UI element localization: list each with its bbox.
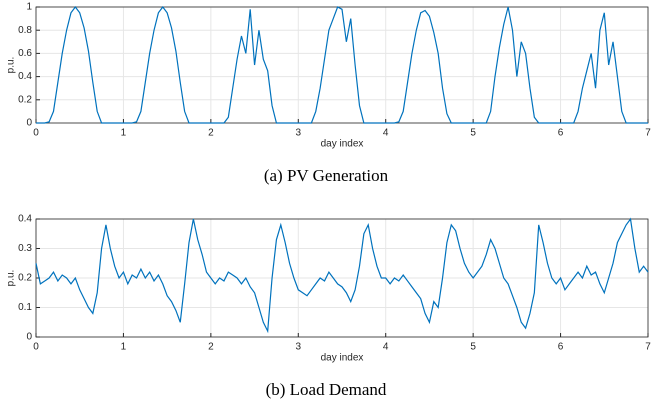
y-tick-label: 0.3: [18, 243, 32, 254]
x-tick-label: 3: [296, 128, 302, 139]
x-tick-label: 6: [558, 128, 564, 139]
plot-frame: [35, 218, 649, 338]
x-axis-label: day index: [321, 353, 364, 364]
line: [36, 6, 648, 124]
x-tick-label: 7: [645, 128, 651, 139]
x-tick-label: 5: [470, 342, 476, 353]
y-tick-label: 0.6: [18, 48, 32, 59]
y-axis-label: p.u.: [6, 57, 17, 74]
y-tick-label: 0.4: [18, 214, 32, 225]
y-tick-label: 0.2: [18, 94, 32, 105]
x-tick-label: 0: [33, 128, 39, 139]
x-axis-label: day index: [321, 139, 364, 150]
x-tick-label: 5: [470, 128, 476, 139]
x-tick-label: 4: [383, 128, 389, 139]
x-tick-label: 1: [121, 342, 127, 353]
plot-frame: [35, 6, 649, 124]
y-tick-label: 0.2: [18, 273, 32, 284]
x-tick-label: 4: [383, 342, 389, 353]
x-tick-label: 0: [33, 342, 39, 353]
y-tick-label: 0.8: [18, 25, 32, 36]
x-tick-label: 2: [208, 128, 214, 139]
y-axis-label: p.u.: [6, 270, 17, 287]
caption: (a) PV Generation: [264, 166, 389, 185]
y-tick-label: 0.4: [18, 71, 32, 82]
caption: (b) Load Demand: [266, 380, 387, 399]
y-tick-label: 1: [26, 2, 32, 13]
y-tick-label: 0.1: [18, 302, 32, 313]
x-tick-label: 2: [208, 342, 214, 353]
y-tick-label: 0: [26, 118, 32, 129]
x-tick-label: 7: [645, 342, 651, 353]
x-tick-label: 1: [121, 128, 127, 139]
line: [35, 217, 649, 334]
x-tick-label: 6: [558, 342, 564, 353]
y-tick-label: 0: [26, 332, 32, 343]
x-tick-label: 3: [296, 342, 302, 353]
